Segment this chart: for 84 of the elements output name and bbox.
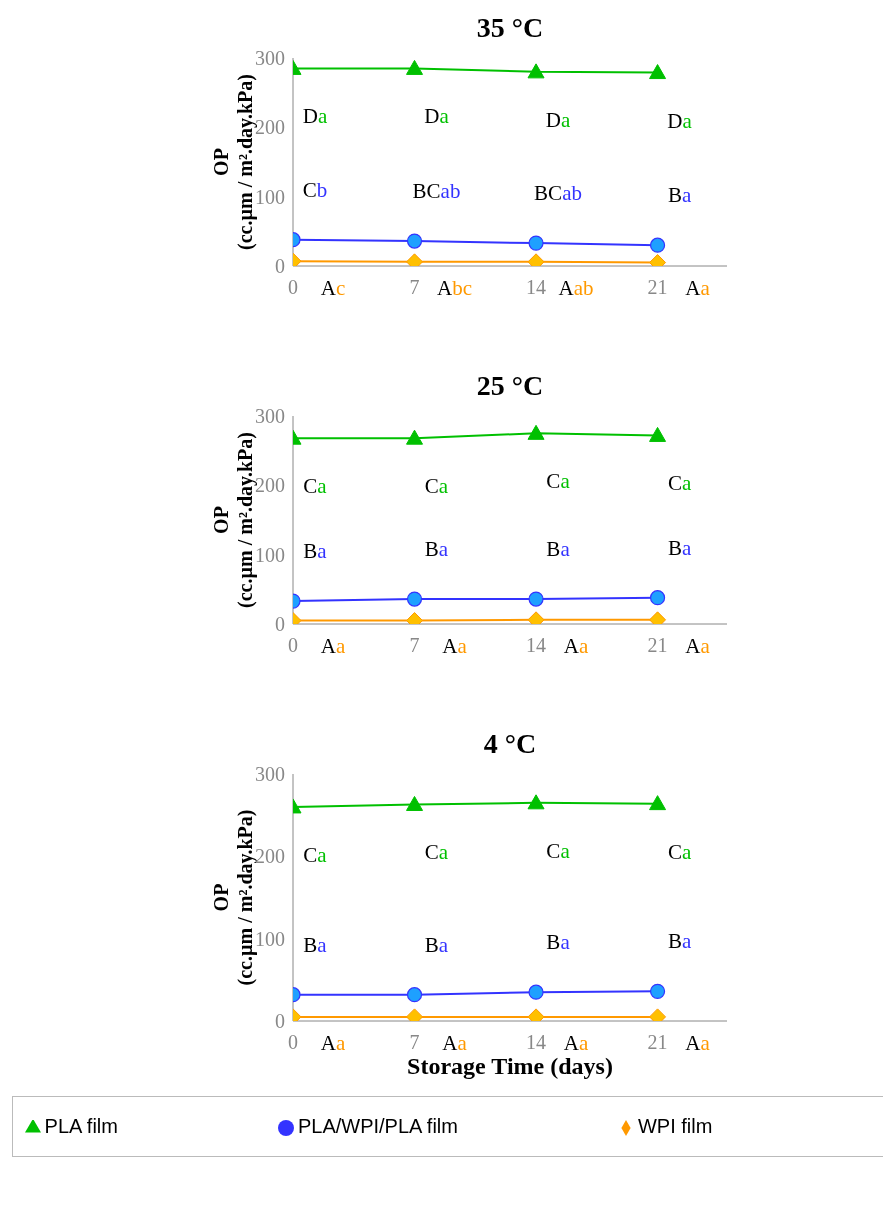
point	[406, 59, 424, 75]
point	[649, 237, 666, 253]
point	[528, 984, 544, 1000]
text: Aa	[320, 1031, 346, 1055]
annotation: Ba	[546, 930, 571, 955]
y-tick-label: 200	[255, 845, 285, 868]
annotation: Ba	[667, 183, 692, 208]
y-tick-label: 300	[255, 763, 285, 786]
point	[527, 63, 545, 79]
y-tick-label: 100	[255, 185, 285, 208]
x-tick-label: 14	[526, 1031, 547, 1054]
text: Aa	[685, 276, 711, 300]
x-tick-label: 7	[409, 634, 420, 657]
text: Aa	[442, 634, 468, 658]
text: Abc	[437, 276, 473, 300]
annotation: Ca	[546, 838, 571, 863]
x-tick-label: 21	[647, 634, 668, 657]
text: Aa	[685, 1031, 711, 1055]
annotation: Da	[667, 108, 693, 133]
annotation: BCab	[412, 179, 461, 204]
point	[527, 424, 545, 440]
point	[527, 794, 545, 810]
y-axis-title: OP (cc.µm / m².day.kPa)	[210, 74, 257, 250]
legend-label: WPI film	[637, 1115, 713, 1137]
y-tick-label: 300	[255, 47, 285, 70]
legend-label: PLA/WPI/PLA film	[297, 1115, 458, 1137]
y-axis-title: OP (cc.µm / m².day.kPa)	[210, 809, 257, 986]
annotation: Da	[302, 104, 328, 129]
x-tick-label: 21	[647, 276, 668, 299]
x-tick-label: 14	[526, 276, 547, 299]
annotation: Ca	[424, 840, 449, 865]
chart-title: 35 °C	[475, 11, 545, 45]
text: Aa	[563, 1031, 589, 1055]
annotation: Cb	[302, 177, 328, 202]
annotation: Ba	[424, 537, 449, 562]
annotation: Ca	[303, 474, 328, 499]
x-tick-label: 14	[526, 634, 547, 657]
annotation: Ca	[667, 839, 692, 864]
x-tick-label: 7	[409, 276, 420, 299]
x-axis-title: Storage Time (days)	[407, 1053, 613, 1079]
point	[649, 983, 666, 999]
y-tick-label: 100	[255, 927, 285, 950]
point	[406, 429, 424, 445]
annotation: Da	[424, 104, 450, 129]
annotation: Ba	[303, 539, 328, 564]
point	[406, 795, 424, 811]
text: Ac	[320, 276, 346, 300]
annotation: Ba	[303, 932, 328, 957]
annotation: Ba	[424, 932, 449, 957]
point	[649, 590, 666, 606]
y-tick-label: 200	[255, 474, 285, 497]
annotation: Ca	[667, 471, 692, 496]
text: Aa	[442, 1031, 468, 1055]
annotation: Ba	[546, 537, 571, 562]
annotation: Ba	[667, 535, 692, 560]
y-tick-label: 0	[275, 613, 285, 636]
annotation: Ba	[667, 929, 692, 954]
chart-title: 4 °C	[482, 727, 538, 761]
y-axis-title: OP (cc.µm / m².day.kPa)	[210, 432, 257, 608]
text: Aa	[320, 634, 346, 658]
legend-label: PLA film	[44, 1115, 118, 1137]
x-tick-label: 21	[647, 1031, 668, 1054]
annotation: Ca	[303, 842, 328, 867]
annotation: Da	[545, 107, 571, 132]
annotation: Ca	[546, 469, 571, 494]
text: Aa	[685, 634, 711, 658]
point	[649, 64, 667, 80]
point	[528, 591, 544, 607]
text: Aab	[558, 276, 594, 300]
point	[649, 795, 667, 811]
point	[528, 235, 544, 251]
y-tick-label: 300	[255, 405, 285, 428]
chart-title: 25 °C	[475, 369, 545, 403]
point	[406, 233, 423, 249]
annotation: Ca	[424, 474, 449, 499]
y-tick-label: 0	[275, 255, 285, 278]
point	[649, 426, 667, 442]
y-tick-label: 200	[255, 116, 285, 139]
text: Aa	[563, 634, 589, 658]
x-tick-label: 7	[409, 1031, 420, 1054]
point	[406, 591, 423, 607]
y-tick-label: 0	[275, 1010, 285, 1033]
y-tick-label: 100	[255, 543, 285, 566]
annotation: BCab	[534, 181, 582, 206]
